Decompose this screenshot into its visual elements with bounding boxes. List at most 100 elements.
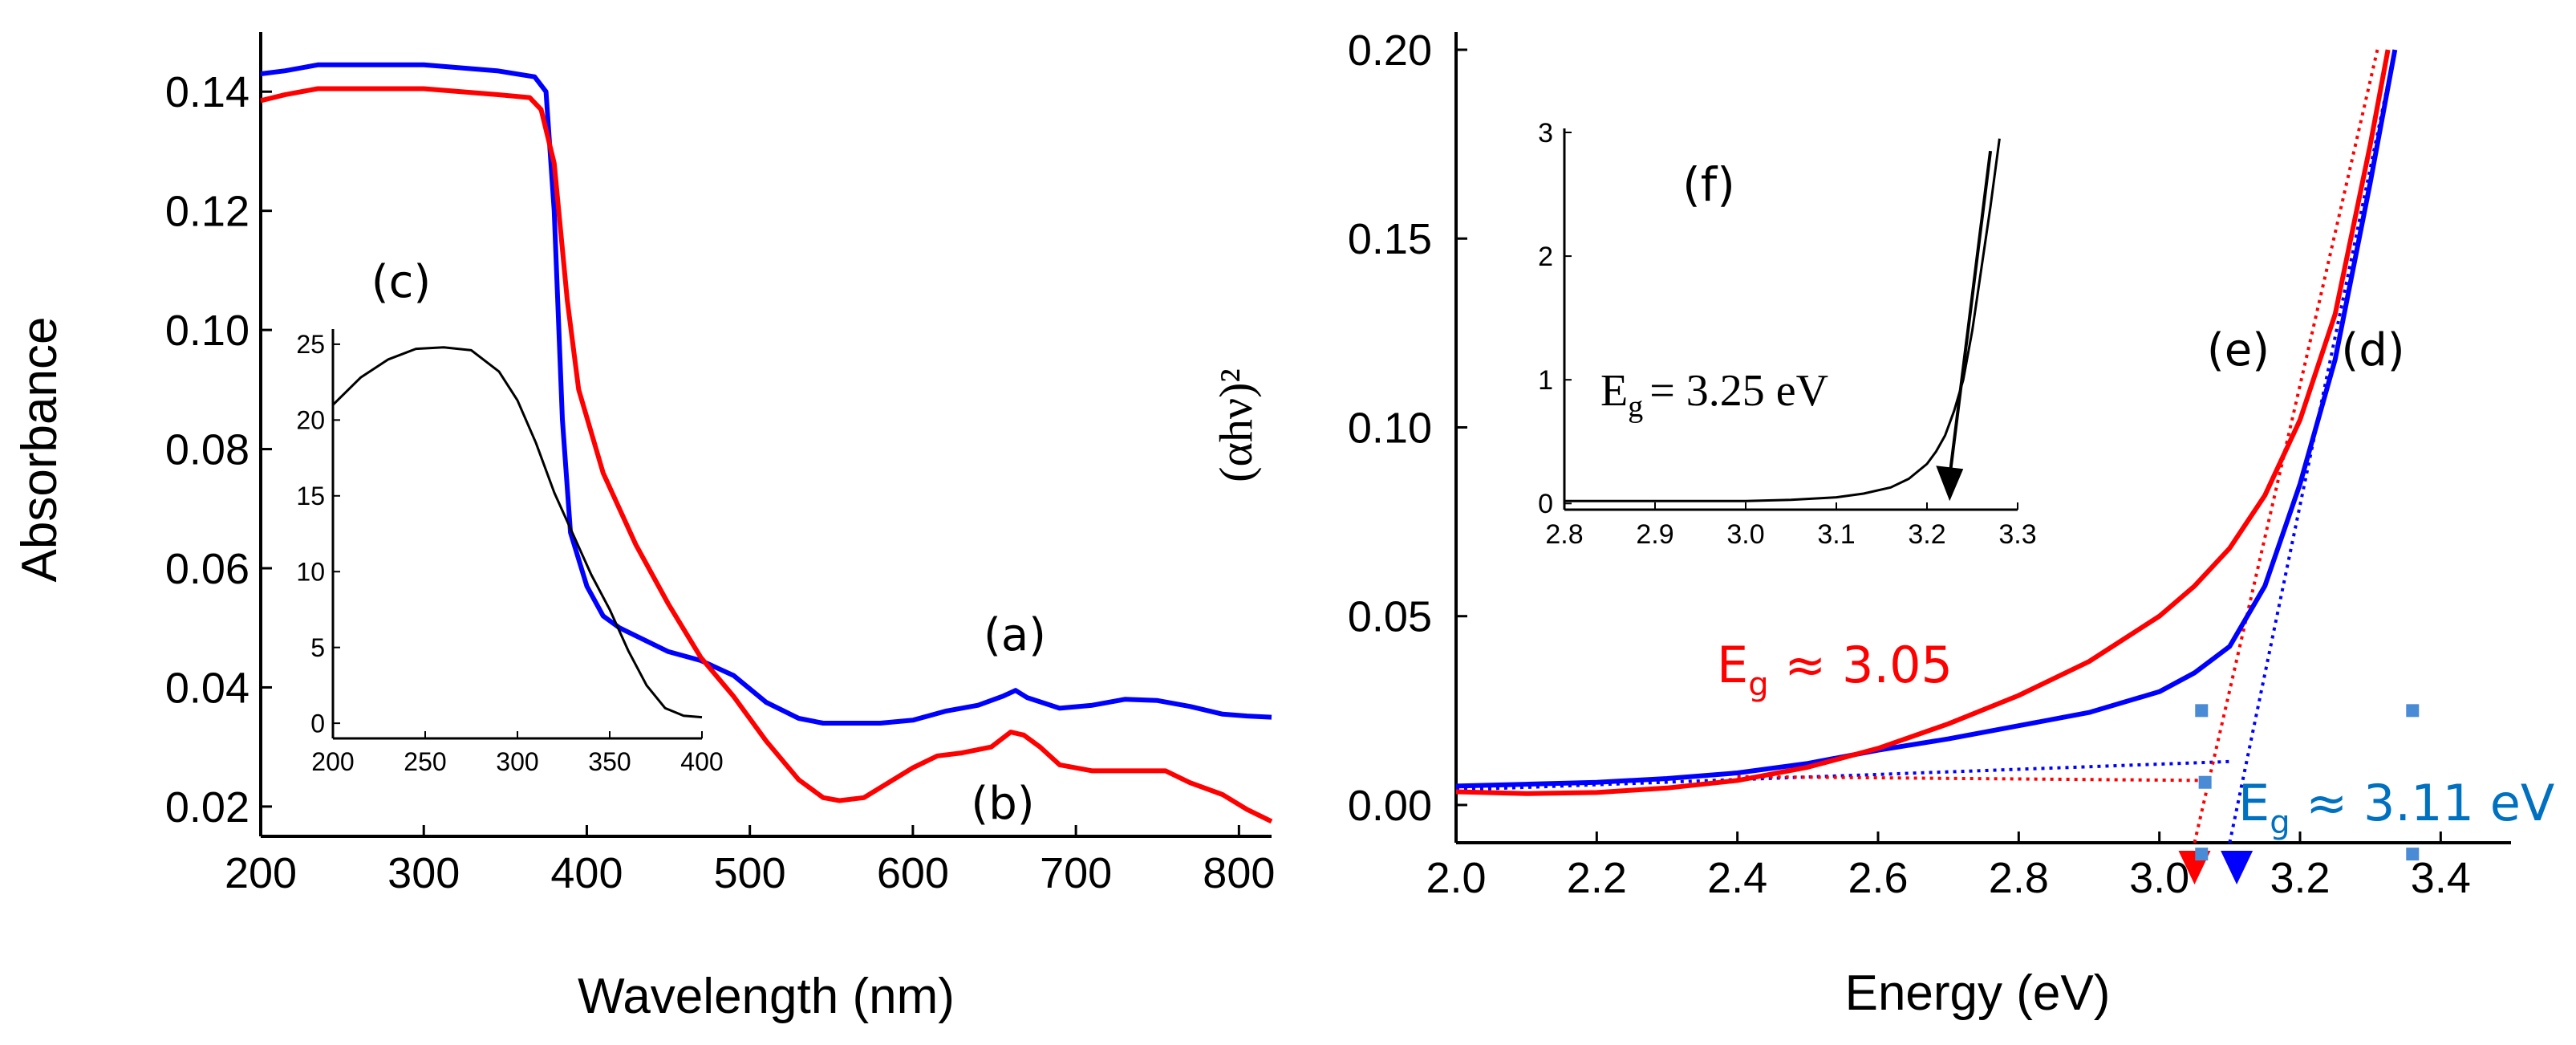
x-tick-label: 3.0	[2129, 854, 2189, 902]
y-tick-label: 3	[1538, 118, 1553, 148]
y-tick-label: 0.00	[1348, 782, 1432, 830]
red-eg-sub: g	[1748, 666, 1768, 703]
right-tangents	[1455, 49, 2397, 844]
y-tick-label: 0.08	[165, 425, 249, 474]
left-annotation-a: (a)	[984, 609, 1046, 661]
y-tick-label: 0.12	[165, 188, 249, 236]
tangent-line	[2228, 49, 2397, 844]
x-tick-label: 600	[877, 849, 949, 897]
right-y-ticks: 0.00 0.05 0.10 0.15 0.20	[1348, 26, 1467, 830]
tangent-line	[1737, 775, 2202, 783]
right-x-ticks: 2.0 2.2 2.4 2.6 2.8 3.0 3.2 3.4	[1426, 832, 2471, 902]
y-tick-label: 25	[296, 330, 325, 359]
y-tick-label: 0	[310, 709, 325, 738]
x-tick-label: 400	[550, 849, 623, 897]
left-y-axis-label: Absorbance	[12, 317, 67, 583]
blue-eg-symbol: E	[2238, 774, 2270, 832]
right-series	[1455, 49, 2398, 796]
tangent-line	[1455, 759, 2230, 792]
arrow-head	[1936, 466, 1964, 502]
x-tick-label: 2.4	[1707, 854, 1767, 902]
x-tick-label: 3.2	[1908, 519, 1945, 550]
right-inset-series	[1564, 138, 2001, 502]
x-tick-label: 300	[496, 747, 538, 776]
series-line	[1455, 49, 2398, 789]
eg-arrow-marker	[2221, 851, 2253, 884]
red-eg-symbol: E	[1717, 636, 1748, 694]
y-tick-label: 0.02	[165, 783, 249, 832]
right-annotation-e: (e)	[2207, 324, 2270, 376]
left-x-ticks: 200 300 400 500 600 700 800	[225, 825, 1275, 897]
left-inset-series	[331, 346, 703, 719]
x-tick-label: 800	[1203, 849, 1275, 897]
data-point	[2195, 704, 2209, 718]
y-tick-label: 0.15	[1348, 215, 1432, 263]
data-point	[2406, 848, 2420, 861]
right-inset-y-ticks: 0 1 2 3	[1538, 118, 1572, 519]
red-eg-label: Eg ≈ 3.05	[1717, 636, 1953, 703]
blue-eg-value: ≈ 3.11 eV	[2290, 774, 2555, 832]
x-tick-label: 2.0	[1426, 854, 1486, 902]
left-inset-chart: (c) 200 250 300 350 400 0 5 10 15 20 25	[296, 256, 723, 776]
left-y-ticks: 0.02 0.04 0.06 0.08 0.10 0.12 0.14	[165, 68, 272, 832]
y-tick-label: 0	[1538, 489, 1553, 519]
x-tick-label: 500	[714, 849, 786, 897]
right-y-axis-label-text: (αhν)²	[1210, 368, 1262, 482]
right-inset-x-ticks: 2.8 2.9 3.0 3.1 3.2 3.3	[1545, 502, 2037, 550]
right-stray-points	[2195, 704, 2420, 861]
x-tick-label: 3.0	[1726, 519, 1764, 550]
data-point	[2195, 848, 2209, 861]
x-tick-label: 2.8	[1545, 519, 1583, 550]
inset-eg-value: = 3.25 eV	[1649, 366, 1828, 416]
right-inset-arrow	[1936, 150, 1993, 502]
x-tick-label: 200	[311, 747, 354, 776]
inset-eg-sub: g	[1628, 390, 1643, 424]
inset-eg-symbol: E	[1600, 366, 1628, 416]
y-tick-label: 0.20	[1348, 26, 1432, 75]
x-tick-label: 250	[404, 747, 446, 776]
x-tick-label: 300	[387, 849, 460, 897]
blue-eg-sub: g	[2270, 804, 2290, 841]
x-tick-label: 3.2	[2270, 854, 2330, 902]
y-tick-label: 10	[296, 557, 325, 586]
x-tick-label: 3.1	[1817, 519, 1855, 550]
y-tick-label: 0.06	[165, 545, 249, 593]
left-annotation-b: (b)	[971, 778, 1034, 830]
arrow-shaft	[1948, 150, 1993, 478]
y-tick-label: 0.10	[165, 307, 249, 355]
x-tick-label: 400	[680, 747, 723, 776]
y-tick-label: 5	[310, 633, 325, 662]
x-tick-label: 700	[1040, 849, 1112, 897]
data-point	[2406, 704, 2420, 718]
right-x-axis-label: Energy (eV)	[1845, 966, 2111, 1021]
left-chart: Absorbance Wavelength (nm) 200 300 400 500 6…	[12, 32, 1275, 1024]
series-line	[331, 346, 703, 719]
right-y-axis-label: (αhν)²	[1210, 368, 1262, 482]
x-tick-label: 2.6	[1848, 854, 1908, 902]
series-line	[260, 62, 1272, 726]
y-tick-label: 0.10	[1348, 404, 1432, 452]
blue-eg-label: Eg ≈ 3.11 eV	[2238, 774, 2554, 841]
series-line	[1455, 49, 2391, 796]
x-tick-label: 2.8	[1989, 854, 2049, 902]
x-tick-label: 3.4	[2411, 854, 2471, 902]
x-tick-label: 350	[588, 747, 631, 776]
x-tick-label: 3.3	[1998, 519, 2036, 550]
y-tick-label: 0.04	[165, 664, 249, 712]
inset-eg-label: Eg = 3.25 eV	[1600, 366, 1828, 424]
series-line	[260, 86, 1273, 824]
series-line	[1564, 138, 2001, 502]
y-tick-label: 20	[296, 406, 325, 435]
left-inset-x-ticks: 200 250 300 350 400	[311, 731, 724, 776]
left-inset-y-ticks: 0 5 10 15 20 25	[296, 330, 340, 738]
left-x-axis-label: Wavelength (nm)	[578, 969, 955, 1024]
data-point	[2198, 775, 2212, 789]
y-tick-label: 0.14	[165, 68, 249, 116]
right-annotation-d: (d)	[2341, 324, 2404, 376]
x-tick-label: 2.9	[1636, 519, 1673, 550]
y-tick-label: 0.05	[1348, 593, 1432, 641]
y-tick-label: 1	[1538, 365, 1553, 396]
right-inset-title: (f)	[1682, 157, 1735, 212]
y-tick-label: 15	[296, 482, 325, 510]
